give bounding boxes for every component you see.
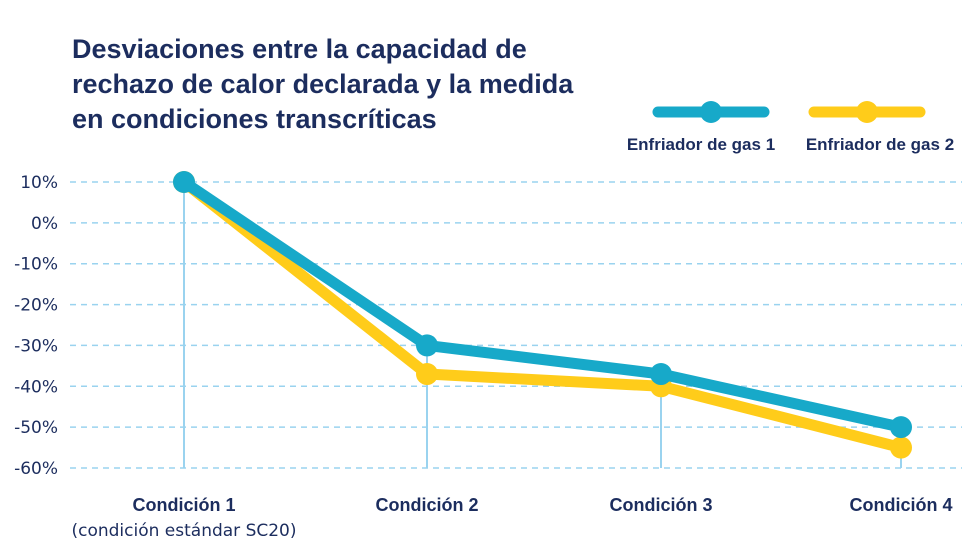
- x-tick-label: Condición 1: [133, 495, 236, 515]
- chart-title: Desviaciones entre la capacidad de recha…: [72, 34, 574, 134]
- legend-label: Enfriador de gas 1: [627, 135, 775, 154]
- y-axis-ticks: 10% 0% -10% -20% -30% -40% -50% -60%: [14, 173, 58, 479]
- data-point: [416, 334, 438, 357]
- y-tick-label: 10%: [20, 173, 58, 193]
- data-point: [173, 171, 195, 193]
- legend-swatch-marker: [856, 101, 878, 123]
- data-point: [890, 416, 912, 439]
- data-point: [416, 363, 438, 386]
- series-line: [178, 176, 907, 454]
- y-tick-label: 0%: [31, 214, 58, 234]
- legend-swatch-marker: [700, 101, 722, 123]
- series-lines: [173, 171, 912, 459]
- x-tick-label: Condición 3: [610, 495, 713, 515]
- x-tick-label: Condición 2: [376, 495, 479, 515]
- x-tick-label: Condición 4: [850, 495, 953, 515]
- y-tick-label: -40%: [14, 377, 58, 397]
- y-tick-label: -50%: [14, 418, 58, 438]
- series-line: [178, 176, 907, 433]
- x-axis-ticks: Condición 1 (condición estándar SC20) Cond…: [71, 495, 952, 541]
- y-tick-label: -30%: [14, 336, 58, 356]
- y-tick-label: -20%: [14, 296, 58, 316]
- x-tick-sublabel: (condición estándar SC20): [71, 521, 296, 541]
- legend-label: Enfriador de gas 2: [806, 135, 954, 154]
- y-tick-label: -10%: [14, 255, 58, 275]
- data-point: [890, 436, 912, 459]
- grid-lines: [70, 181, 962, 469]
- y-tick-label: -60%: [14, 459, 58, 479]
- legend: Enfriador de gas 1 Enfriador de gas 2: [627, 101, 954, 154]
- data-point: [650, 363, 672, 386]
